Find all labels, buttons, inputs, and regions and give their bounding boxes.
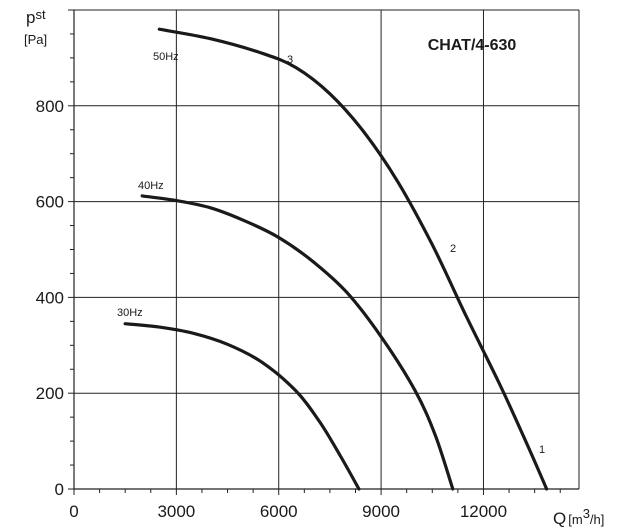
x-tick-label-3: 9000 (362, 502, 400, 521)
x-tick-label-1: 3000 (157, 502, 195, 521)
plot-area (74, 10, 579, 489)
x-tick-label-0: 0 (69, 502, 78, 521)
y-tick-label-1: 200 (36, 384, 64, 403)
series-label-30hz: 30Hz (117, 307, 143, 319)
annotation-2: 2 (450, 243, 456, 255)
x-axis-unit-pre: [m (568, 512, 582, 527)
series-line-50hz (157, 27, 549, 491)
curves (123, 27, 549, 491)
x-axis-unit-post: /h] (590, 512, 604, 527)
y-axis-subscript: st (35, 7, 46, 22)
y-axis-label: pst (26, 7, 46, 27)
x-tick-label-4: 12000 (460, 502, 507, 521)
x-tick-label-2: 6000 (260, 502, 298, 521)
series-label-50hz: 50Hz (153, 51, 179, 63)
y-tick-label-2: 400 (36, 288, 64, 307)
y-axis-symbol: p (26, 8, 35, 27)
annotation-3: 3 (287, 54, 293, 66)
chart-title: CHAT/4-630 (428, 37, 517, 54)
y-tick-label-4: 800 (36, 97, 64, 116)
x-axis-unit-sup: 3 (583, 506, 590, 521)
series-line-30hz (123, 322, 361, 491)
series-label-40hz: 40Hz (138, 180, 164, 192)
annotation-1: 1 (539, 444, 545, 456)
y-tick-label-3: 600 (36, 193, 64, 212)
grid (74, 10, 579, 489)
x-axis-label: Q [m3/h] (553, 506, 604, 528)
y-axis-unit: [Pa] (24, 32, 47, 47)
x-axis-symbol: Q (553, 509, 566, 528)
ticks: 0 200 400 600 800 0 3000 6000 9000 12000 (36, 9, 561, 521)
series-line-40hz (140, 194, 455, 491)
y-tick-label-0: 0 (55, 480, 64, 499)
